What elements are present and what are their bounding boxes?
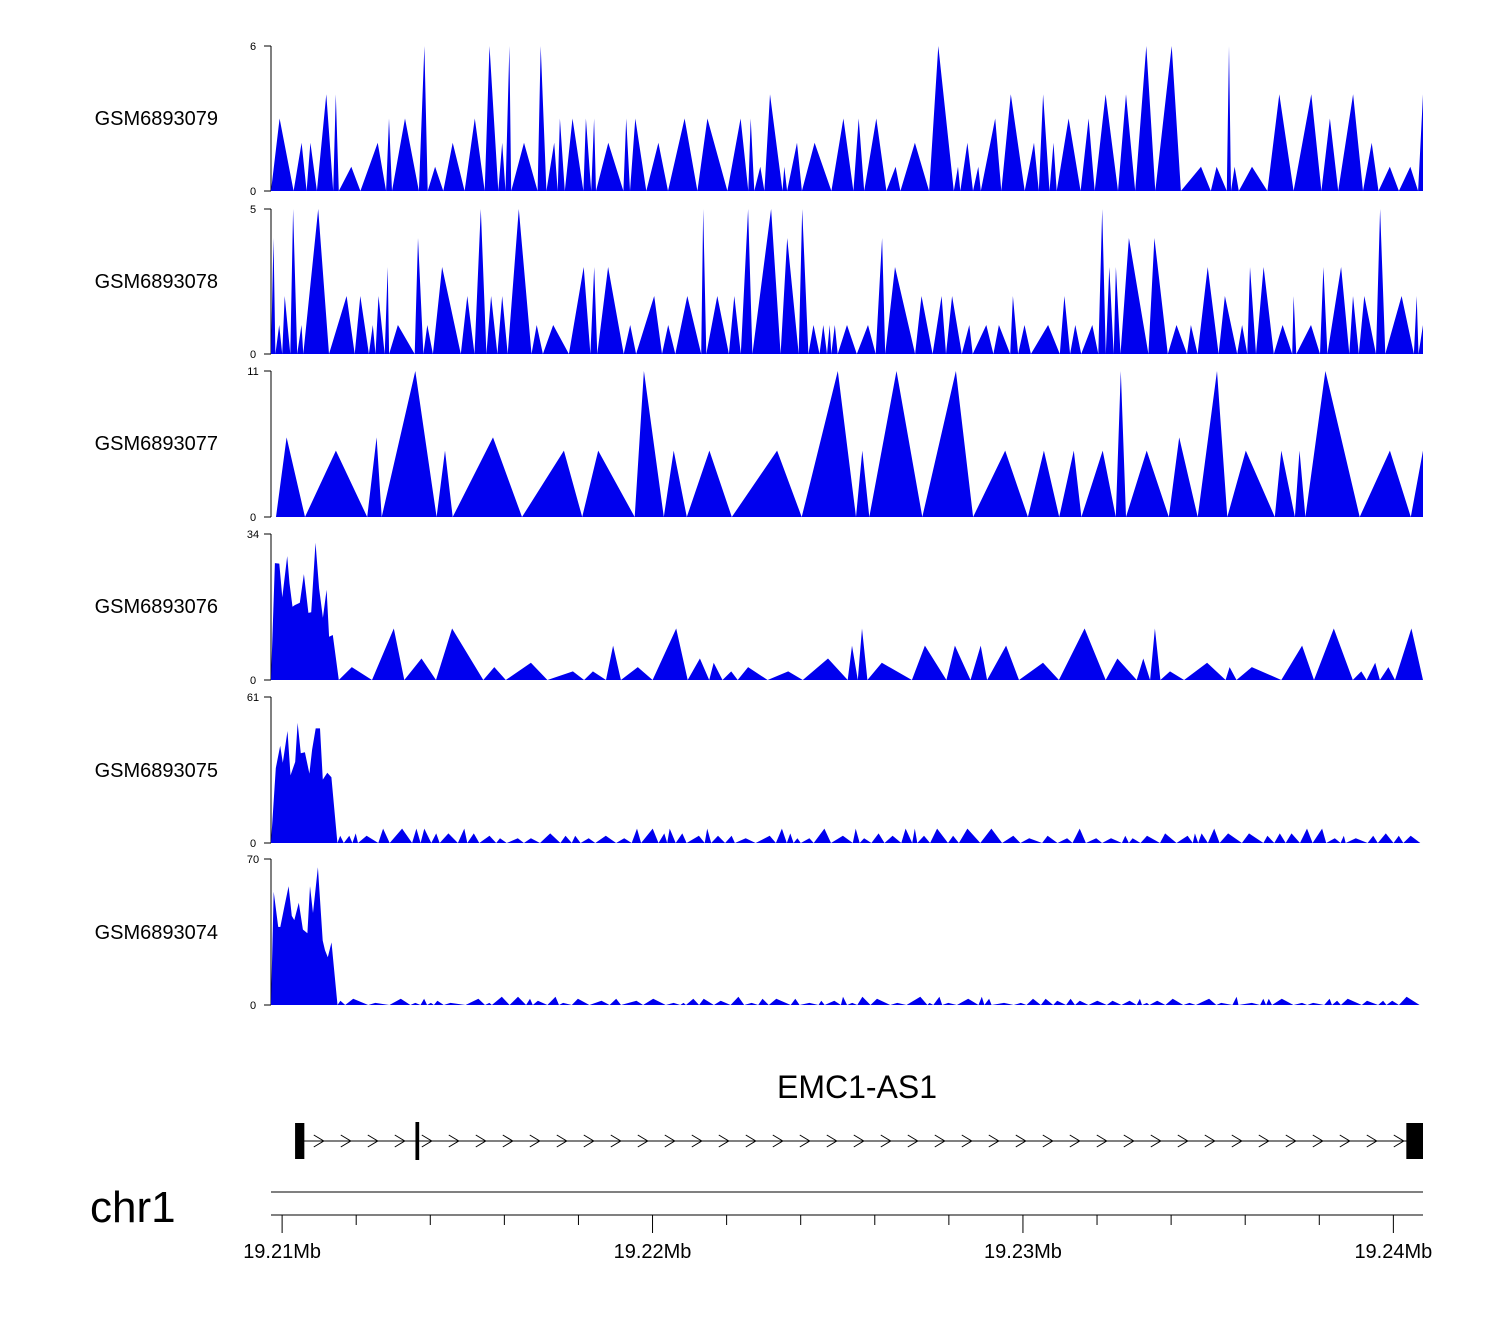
y-min-label: 0 (250, 512, 256, 524)
strand-arrow (799, 1134, 811, 1148)
y-max-label: 6 (250, 41, 256, 53)
strand-arrow (1258, 1134, 1270, 1148)
axis-tick-label: 19.22Mb (614, 1241, 692, 1263)
strand-arrow (1312, 1134, 1324, 1148)
strand-arrow (1393, 1134, 1405, 1148)
track-GSM6893079: GSM6893079 6 0 (95, 41, 1423, 198)
strand-arrow (1096, 1134, 1108, 1148)
strand-arrow (502, 1134, 514, 1148)
coverage-area (271, 46, 1423, 191)
y-max-label: 11 (247, 366, 258, 378)
strand-arrow (448, 1134, 460, 1148)
strand-arrow (313, 1134, 325, 1148)
strand-arrow (556, 1134, 568, 1148)
strand-arrow (1231, 1134, 1243, 1148)
axis-tick-label: 19.21Mb (243, 1241, 321, 1263)
strand-arrow (1015, 1134, 1027, 1148)
strand-arrow (691, 1134, 703, 1148)
strand-arrow (1177, 1134, 1189, 1148)
y-min-label: 0 (250, 186, 256, 198)
track-label: GSM6893076 (95, 596, 218, 618)
track-GSM6893077: GSM6893077 11 0 (95, 366, 1423, 524)
strand-arrow (1204, 1134, 1216, 1148)
strand-arrow (1069, 1134, 1081, 1148)
track-label: GSM6893078 (95, 271, 218, 293)
strand-arrow (907, 1134, 919, 1148)
y-max-label: 34 (247, 529, 259, 541)
strand-arrow (583, 1134, 595, 1148)
strand-arrow (610, 1134, 622, 1148)
genome-axis: chr1 19.21Mb 19.22Mb 19.23Mb 19.24Mb (90, 1183, 1432, 1263)
track-GSM6893076: GSM6893076 34 0 (95, 529, 1423, 687)
y-max-label: 70 (247, 854, 259, 866)
strand-arrow (529, 1134, 541, 1148)
track-label: GSM6893075 (95, 760, 218, 782)
track-label: GSM6893079 (95, 108, 218, 130)
gene-exon (295, 1123, 305, 1159)
gene-exon (1406, 1123, 1423, 1159)
track-GSM6893074: GSM6893074 70 0 (95, 854, 1423, 1012)
strand-arrow (394, 1134, 406, 1148)
coverage-area (271, 209, 1423, 354)
strand-arrow (340, 1134, 352, 1148)
track-GSM6893078: GSM6893078 5 0 (95, 204, 1423, 361)
track-label: GSM6893077 (95, 433, 218, 455)
coverage-area (271, 542, 1423, 680)
chromosome-label: chr1 (90, 1183, 176, 1232)
strand-arrow (1339, 1134, 1351, 1148)
strand-arrow (1042, 1134, 1054, 1148)
strand-arrow (1285, 1134, 1297, 1148)
strand-arrow (1366, 1134, 1378, 1148)
coverage-area (276, 371, 1423, 517)
y-min-label: 0 (250, 838, 256, 850)
axis-tick-label: 19.23Mb (984, 1241, 1062, 1263)
coverage-area (271, 722, 1423, 843)
strand-arrow (664, 1134, 676, 1148)
strand-arrow (1123, 1134, 1135, 1148)
strand-arrow (826, 1134, 838, 1148)
strand-arrow (961, 1134, 973, 1148)
strand-arrow (853, 1134, 865, 1148)
gene-track: EMC1-AS1 (295, 1069, 1423, 1160)
y-max-label: 61 (247, 692, 259, 704)
y-min-label: 0 (250, 675, 256, 687)
axis-tick-label: 19.24Mb (1354, 1241, 1432, 1263)
strand-arrow (475, 1134, 487, 1148)
strand-arrow (772, 1134, 784, 1148)
y-max-label: 5 (250, 204, 256, 216)
strand-arrow (421, 1134, 433, 1148)
strand-arrow (880, 1134, 892, 1148)
strand-arrow (637, 1134, 649, 1148)
y-min-label: 0 (250, 1000, 256, 1012)
strand-arrow (745, 1134, 757, 1148)
strand-arrow (1150, 1134, 1162, 1148)
gene-exon (415, 1122, 420, 1160)
strand-arrow (718, 1134, 730, 1148)
track-label: GSM6893074 (95, 922, 218, 944)
track-GSM6893075: GSM6893075 61 0 (95, 692, 1423, 850)
gene-label: EMC1-AS1 (777, 1069, 937, 1105)
strand-arrow (988, 1134, 1000, 1148)
strand-arrow (934, 1134, 946, 1148)
strand-arrow (367, 1134, 379, 1148)
coverage-tracks: GSM689307960GSM689307850GSM6893077110GSM… (95, 41, 1423, 1012)
coverage-area (271, 867, 1423, 1005)
y-min-label: 0 (250, 349, 256, 361)
